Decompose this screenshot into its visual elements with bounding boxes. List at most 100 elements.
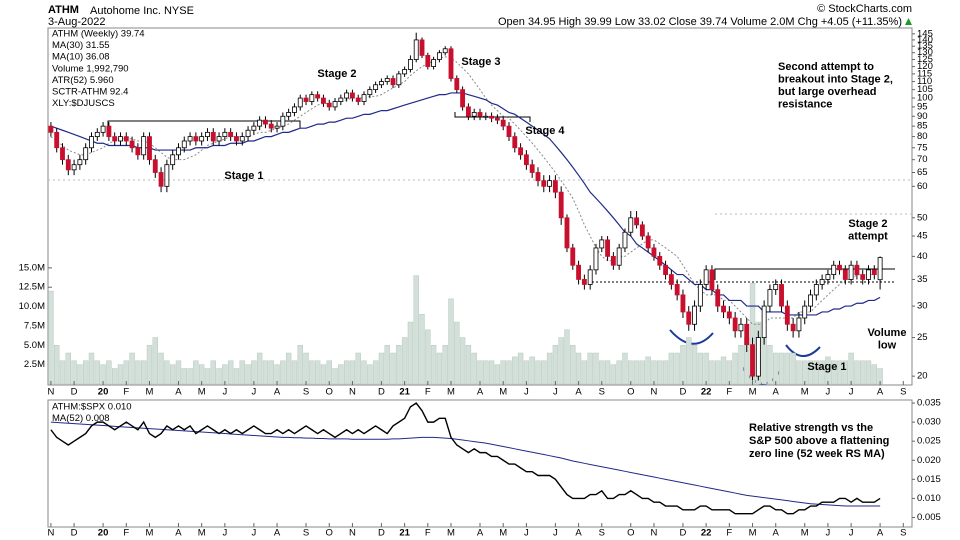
x-tick-label: D [378,528,385,539]
volume-bar [262,360,269,385]
candle [448,46,454,82]
candle-body [732,317,738,332]
candle-body [523,154,529,166]
candle-body [581,279,587,285]
volume-bar [251,360,257,385]
y-tick-label: 0.025 [917,436,941,447]
candle [367,86,373,99]
candle-body [784,305,790,325]
volume-bar [390,352,396,385]
x-tick-label: D [680,387,687,398]
volume-bar [54,345,60,385]
x-tick-label: J [553,528,558,539]
y-tick-label: 25 [917,332,928,343]
y-tick-label: 120 [917,61,933,72]
candle [152,154,158,178]
volume-bar [831,360,837,385]
volume-bar [59,360,66,385]
candle [216,132,222,146]
volume-bar [651,360,657,385]
volume-bar [686,337,692,385]
y-tick-label: 0.020 [917,455,941,466]
x-tick-label: M [146,387,154,398]
volume-bar [680,345,686,385]
volume-bar [309,360,315,385]
annotation: Stage 2 [848,218,887,230]
candle [645,232,651,253]
candle-body [442,48,448,54]
candle-body [378,81,384,86]
candle [297,94,303,111]
volume-bar [291,360,298,385]
candle [135,143,141,160]
volume-bar [703,352,709,385]
y-tick-label: 105 [917,84,933,95]
volume-bar [581,360,588,385]
volume-bar [303,352,309,385]
candle-body [100,125,106,133]
candle-body [390,78,396,86]
volume-bar [129,352,135,385]
legend-entry: MA(30) 31.55 [52,40,110,51]
volume-bar [732,352,738,385]
candle-body [645,235,651,249]
y-tick-label: 85 [917,121,928,132]
x-tick-label: M [801,528,809,539]
candle-body [135,147,141,156]
x-tick-label: O [627,387,634,398]
candle [442,46,448,56]
volume-bar [361,360,367,385]
candle [599,236,605,253]
volume-bar [668,352,675,385]
volume-bar [477,360,483,385]
volume-bar [384,345,390,385]
candle [634,211,639,229]
x-tick-label: J [524,387,529,398]
volume-bar [297,345,303,385]
x-tick-label: J [222,387,227,398]
volume-bar [152,337,158,385]
candle-body [147,136,152,161]
volume-bar [697,352,704,385]
x-tick-label: M [447,387,455,398]
candle-body [263,119,268,125]
candle [523,150,529,170]
volume-bar [784,352,791,385]
candle [222,128,228,141]
candle [141,132,147,160]
x-tick-label: D [71,387,78,398]
candle-body [529,164,535,173]
candle-body [187,136,193,142]
volume-bar [633,360,640,385]
candle [564,214,570,253]
legend-entry: SCTR-ATHM 92.4 [52,87,128,98]
candle [703,265,709,290]
candle [176,143,181,160]
candle-body [819,279,825,285]
candle [483,112,489,121]
volume-bar [245,364,251,385]
candle-body [123,136,129,142]
candle-body [170,154,176,166]
annotation: zero line (52 week RS MA) [749,448,885,460]
candle [413,32,419,63]
candle [494,114,500,125]
candle [709,265,715,295]
candle [170,150,176,170]
volume-bar [413,275,419,385]
candle-body [158,172,164,187]
x-tick-label: A [274,528,281,539]
candle-body [94,131,100,138]
candle-body [216,136,222,142]
candle-body [222,131,228,138]
annotation: Stage 3 [461,56,500,68]
x-tick-label: N [47,528,54,539]
candle [129,136,135,153]
x-tick-label: A [877,528,884,539]
candle [663,260,668,280]
candle-body [773,284,779,291]
candle [616,243,622,270]
candle-body [106,125,112,138]
candle [500,116,506,131]
candle-body [755,337,761,377]
